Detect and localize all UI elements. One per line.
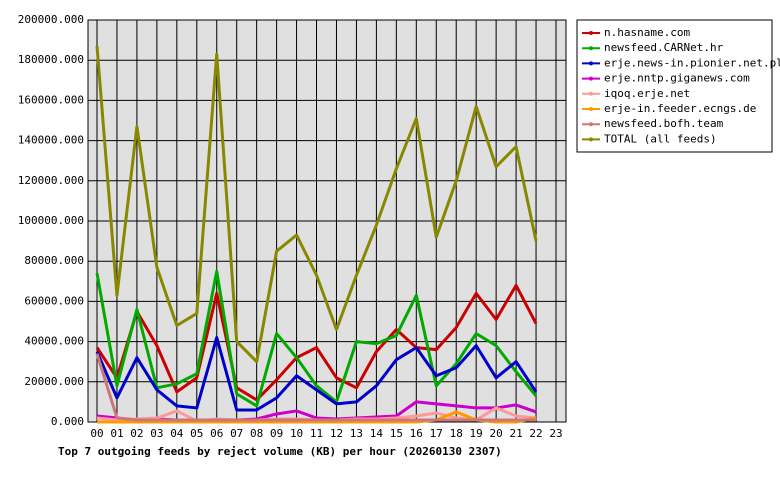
legend-label: n.hasname.com <box>604 26 690 39</box>
series-line <box>95 336 538 412</box>
legend-label: newsfeed.CARNet.hr <box>604 41 724 54</box>
y-tick-label: 180000.000 <box>18 53 84 66</box>
legend-label: erje.news-in.pionier.net.pl <box>604 56 780 69</box>
legend-marker <box>589 107 593 111</box>
legend <box>576 19 773 153</box>
x-tick-label: 20 <box>490 427 503 440</box>
series-line <box>95 353 537 422</box>
chart-title: Top 7 outgoing feeds by reject volume (K… <box>58 445 502 458</box>
y-tick-label: 60000.000 <box>24 294 84 307</box>
x-tick-label: 07 <box>230 427 243 440</box>
legend-marker <box>589 137 593 142</box>
legend-label: erje.nntp.giganews.com <box>604 72 750 85</box>
x-tick-label: 08 <box>250 427 263 440</box>
x-tick-label: 04 <box>170 427 184 440</box>
legend-marker <box>589 46 593 51</box>
legend-marker <box>589 122 593 127</box>
y-tick-label: 40000.000 <box>24 335 84 348</box>
y-tick-label: 120000.000 <box>18 174 84 187</box>
legend-label: newsfeed.bofh.team <box>604 117 724 130</box>
x-tick-label: 23 <box>549 427 562 440</box>
y-tick-label: 0.000 <box>51 415 84 428</box>
series-line <box>95 283 538 402</box>
x-tick-label: 03 <box>150 427 163 440</box>
y-tick-label: 160000.000 <box>18 93 84 106</box>
x-tick-label: 06 <box>210 427 223 440</box>
x-tick-label: 13 <box>350 427 363 440</box>
x-tick-label: 00 <box>90 427 103 440</box>
x-tick-label: 10 <box>290 427 303 440</box>
legend-label: iqoq.erje.net <box>604 87 690 100</box>
x-tick-label: 09 <box>270 427 283 440</box>
legend-label: erje-in.feeder.ecngs.de <box>604 102 756 115</box>
legend-marker <box>589 76 593 81</box>
x-tick-label: 02 <box>130 427 143 440</box>
series-line <box>97 410 537 424</box>
legend-marker <box>589 31 593 35</box>
x-tick-label: 14 <box>370 427 384 440</box>
x-tick-label: 16 <box>410 427 423 440</box>
y-tick-label: 100000.000 <box>18 214 84 227</box>
x-tick-label: 21 <box>509 427 522 440</box>
legend-marker <box>589 61 593 66</box>
legend-marker <box>589 91 593 96</box>
y-tick-label: 80000.000 <box>24 254 84 267</box>
legend-label: TOTAL (all feeds) <box>604 132 717 145</box>
x-tick-label: 19 <box>470 427 483 440</box>
y-tick-label: 140000.000 <box>18 134 84 147</box>
series-line <box>95 269 538 408</box>
x-tick-label: 15 <box>390 427 403 440</box>
y-tick-label: 20000.000 <box>24 375 84 388</box>
series-line <box>95 46 538 364</box>
x-tick-label: 01 <box>110 427 123 440</box>
x-tick-label: 12 <box>330 427 343 440</box>
x-tick-label: 05 <box>190 427 203 440</box>
x-tick-label: 18 <box>450 427 463 440</box>
x-tick-label: 22 <box>529 427 542 440</box>
x-tick-label: 17 <box>430 427 443 440</box>
y-tick-label: 200000.000 <box>18 13 84 26</box>
x-tick-label: 11 <box>310 427 323 440</box>
